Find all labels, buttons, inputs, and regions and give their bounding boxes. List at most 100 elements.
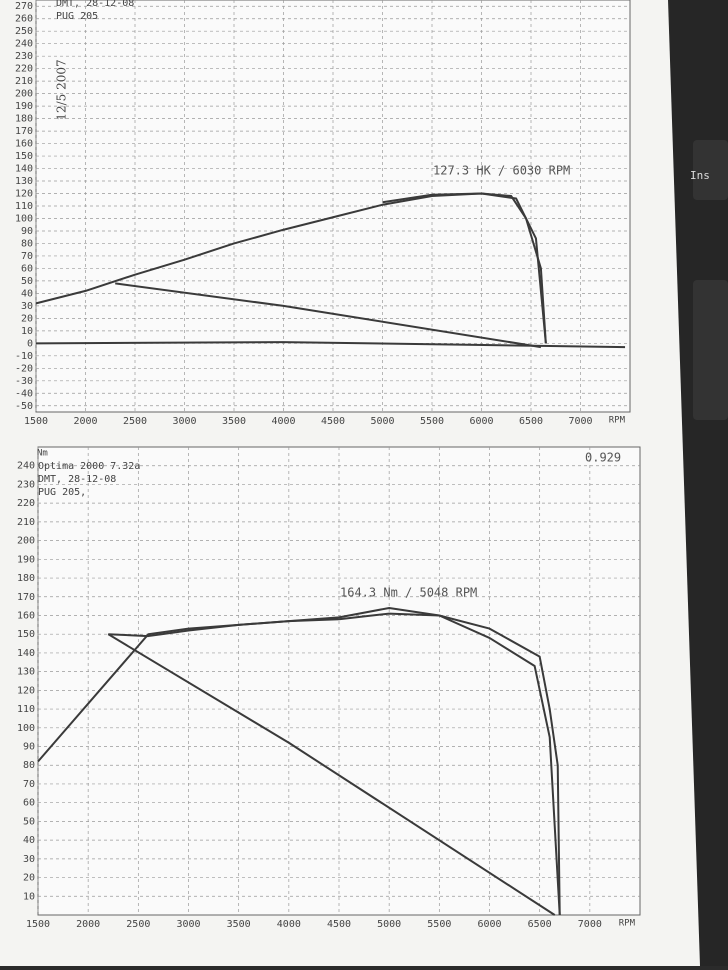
y-tick-label: -20 [15,363,33,374]
y-tick-label: 120 [17,685,35,696]
key [693,280,728,420]
y-tick-label: 190 [15,101,33,112]
y-tick-label: 210 [17,517,35,528]
y-tick-label: 160 [17,610,35,621]
y-tick-label: 80 [21,238,33,249]
header-line: PUG 205, [38,487,86,498]
y-tick-label: 190 [17,554,35,565]
y-tick-label: 240 [15,39,33,50]
annotation: 127.3 HK / 6030 RPM [433,164,570,178]
x-tick-label: 3500 [222,416,246,427]
y-tick-label: 90 [23,742,35,753]
y-tick-label: 150 [15,151,33,162]
x-tick-label: 3500 [227,919,251,930]
y-tick-label: 260 [15,14,33,25]
x-tick-label: 7000 [578,919,602,930]
x-tick-label: 1500 [26,919,50,930]
x-tick-label: 5500 [420,416,444,427]
line [108,612,561,916]
y-tick-label: 100 [17,723,35,734]
line [107,633,556,916]
y-tick-label: 150 [17,629,35,640]
x-tick-label: 6500 [519,416,543,427]
x-tick-label: 2000 [73,416,97,427]
x-tick-label: 4500 [321,416,345,427]
y-tick-label: -40 [15,388,33,399]
y-tick-label: 100 [15,213,33,224]
y-tick-label: 200 [15,89,33,100]
y-tick-label: -30 [15,376,33,387]
key [693,140,728,200]
y-tick-label: 10 [21,326,33,337]
y-tick-label: 50 [23,816,35,827]
y-tick-label: 210 [15,76,33,87]
x-tick-label: 3000 [176,919,200,930]
y-tick-label: 60 [21,263,33,274]
y-tick-label: 70 [21,251,33,262]
y-tick-label: 90 [21,226,33,237]
x-axis-label: RPM [609,416,626,426]
y-tick-label: 20 [23,873,35,884]
line [382,192,547,344]
header-line: Optima 2000 7.32a [38,461,140,472]
y-tick-label: 140 [15,164,33,175]
y-tick-label: 220 [15,64,33,75]
y-tick-label: 60 [23,798,35,809]
y-tick-label: 10 [23,891,35,902]
y-tick-label: 270 [15,1,33,12]
y-tick-label: 220 [17,498,35,509]
y-tick-label: 140 [17,648,35,659]
x-tick-label: 1500 [24,416,48,427]
y-tick-label: -10 [15,351,33,362]
line [115,282,542,349]
x-tick-label: 2500 [123,416,147,427]
y-tick-label: 20 [21,313,33,324]
y-tick-label: 160 [15,139,33,150]
y-tick-label: 50 [21,276,33,287]
line [35,341,626,349]
annotation: 164.3 Nm / 5048 RPM [340,586,477,600]
y-tick-label: 130 [15,176,33,187]
y-tick-label: -50 [15,401,33,412]
x-axis-label: RPM [619,919,636,929]
x-tick-label: 5000 [370,416,394,427]
corner-value: 0.929 [585,451,621,465]
header-line: PUG 205 [56,11,98,22]
y-tick-label: 240 [17,461,35,472]
y-tick-label: 110 [17,704,35,715]
y-tick-label: 130 [17,667,35,678]
y-tick-label: 230 [15,51,33,62]
line [37,606,561,916]
x-tick-label: 5000 [377,919,401,930]
x-tick-label: 5500 [427,919,451,930]
x-tick-label: 4500 [327,919,351,930]
y-tick-label: 170 [17,592,35,603]
x-tick-label: 3000 [172,416,196,427]
y-tick-label: 170 [15,126,33,137]
y-tick-label: 110 [15,201,33,212]
header-line: DMT, 28-12-08 [38,474,116,485]
y-tick-label: 40 [23,835,35,846]
y-tick-label: 30 [23,854,35,865]
x-tick-label: 6500 [528,919,552,930]
x-tick-label: 4000 [271,416,295,427]
y-tick-label: 70 [23,779,35,790]
x-tick-label: 6000 [469,416,493,427]
y-axis-label: Nm [37,449,48,459]
y-tick-label: 250 [15,26,33,37]
y-tick-label: 180 [15,114,33,125]
y-tick-label: 0 [27,338,33,349]
y-tick-label: 80 [23,760,35,771]
key-label: Ins [690,169,710,182]
header-line: DMT, 28-12-08 [56,0,134,9]
x-tick-label: 4000 [277,919,301,930]
y-tick-label: 30 [21,301,33,312]
x-tick-label: 2500 [126,919,150,930]
y-tick-label: 120 [15,189,33,200]
y-tick-label: 230 [17,479,35,490]
handwritten-note: 12/5 2007 [55,59,69,120]
x-tick-label: 7000 [568,416,592,427]
y-tick-label: 40 [21,288,33,299]
